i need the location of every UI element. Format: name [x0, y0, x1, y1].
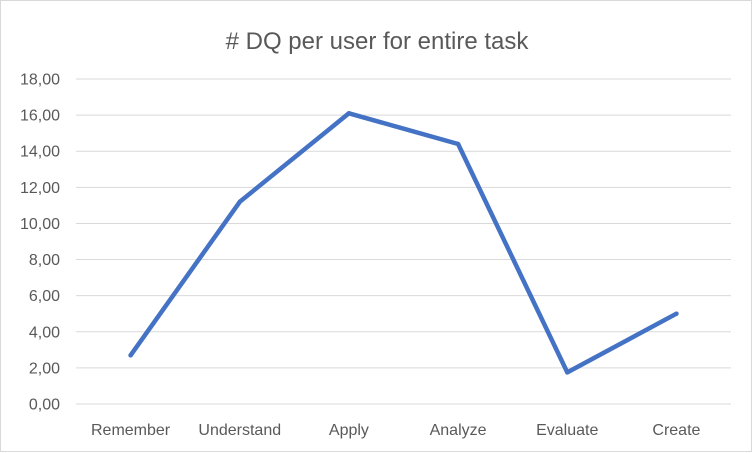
y-axis-tick-labels: 0,00 2,00 4,00 6,00 8,00 10,00 12,00 14,00 16,00…	[20, 72, 60, 414]
series-layer	[128, 111, 679, 375]
data-point	[455, 141, 461, 147]
y-tick-label: 8,00	[29, 252, 60, 269]
data-point	[674, 311, 679, 316]
y-tick-label: 4,00	[29, 324, 60, 341]
y-tick-label: 14,00	[20, 144, 60, 161]
x-tick-label: Understand	[198, 422, 281, 439]
y-tick-label: 18,00	[20, 72, 60, 89]
y-tick-label: 6,00	[29, 288, 60, 305]
data-point	[565, 370, 570, 375]
data-point	[128, 353, 133, 358]
y-tick-label: 12,00	[20, 180, 60, 197]
series-line	[128, 111, 679, 375]
data-point	[346, 111, 352, 116]
x-tick-label: Apply	[329, 422, 369, 439]
y-tick-label: 2,00	[29, 360, 60, 377]
y-tick-label: 10,00	[20, 216, 60, 233]
x-tick-label: Create	[652, 422, 700, 439]
y-tick-label: 16,00	[20, 108, 60, 125]
x-axis-tick-labels: Remember Understand Apply Analyze Evaluate Cr…	[91, 422, 701, 439]
x-tick-label: Evaluate	[536, 422, 598, 439]
x-tick-label: Analyze	[430, 422, 487, 439]
y-tick-label: 0,00	[29, 397, 60, 414]
gridlines	[76, 78, 731, 405]
x-tick-label: Remember	[91, 422, 171, 439]
chart-title: # DQ per user for entire task	[226, 28, 530, 55]
data-point	[237, 199, 242, 204]
